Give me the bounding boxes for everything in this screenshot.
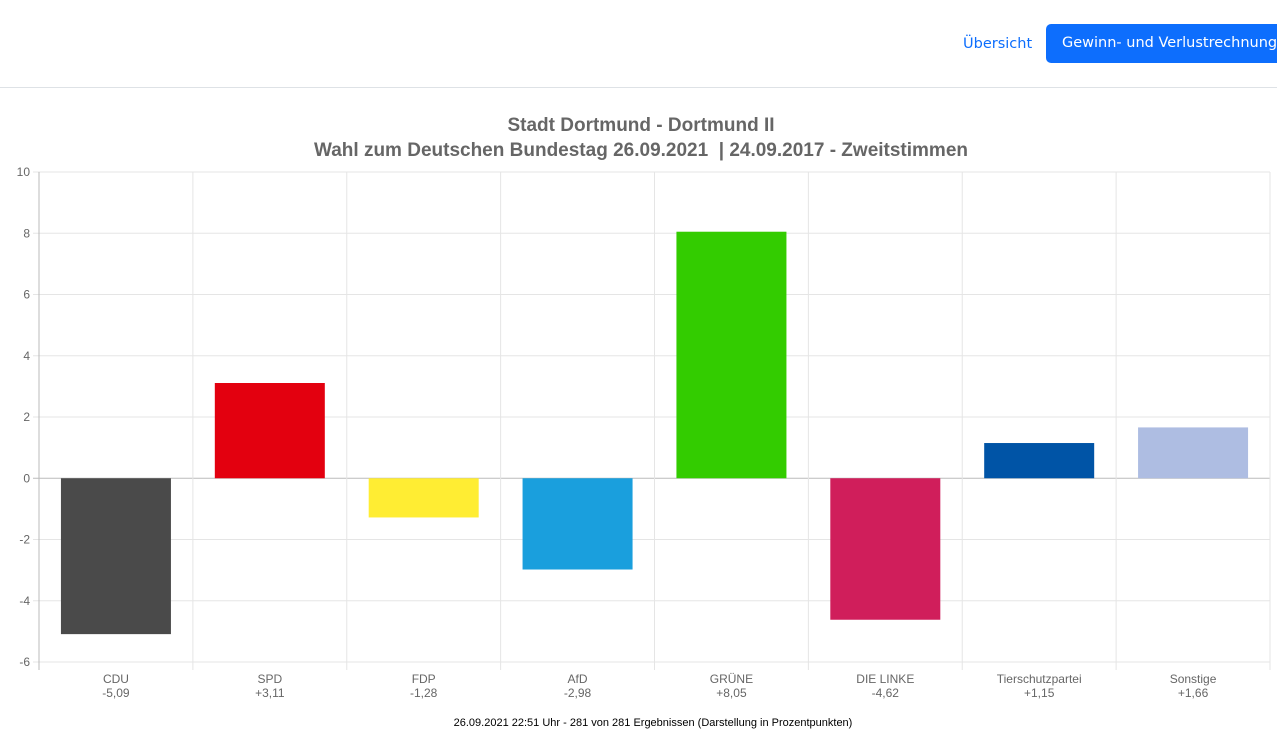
x-tick-label: Tierschutzpartei: [997, 672, 1082, 686]
value-label: -4,62: [872, 686, 900, 700]
y-tick-label: 4: [23, 349, 30, 363]
bar-fdp[interactable]: [368, 478, 479, 518]
bar-afd[interactable]: [522, 478, 633, 570]
chart-subtitle: Wahl zum Deutschen Bundestag 26.09.2021 …: [314, 140, 968, 161]
y-tick-label: 2: [23, 410, 30, 424]
x-tick-label: GRÜNE: [710, 672, 753, 686]
value-label: +1,15: [1024, 686, 1055, 700]
value-label: -5,09: [102, 686, 130, 700]
x-tick-label: CDU: [103, 672, 129, 686]
value-label: -2,98: [564, 686, 592, 700]
y-tick-label: -4: [19, 594, 30, 608]
y-tick-label: 10: [17, 165, 31, 179]
y-tick-label: 0: [23, 471, 30, 485]
x-tick-label: SPD: [257, 672, 282, 686]
y-tick-label: -6: [19, 655, 30, 669]
bar-spd[interactable]: [214, 383, 325, 479]
bar-chart: Stadt Dortmund - Dortmund II Wahl zum De…: [17, 115, 1271, 729]
bar-cdu[interactable]: [60, 478, 171, 635]
x-tick-label: FDP: [412, 672, 436, 686]
value-label: -1,28: [410, 686, 438, 700]
chart-title: Stadt Dortmund - Dortmund II: [507, 115, 774, 136]
x-tick-label: AfD: [568, 672, 588, 686]
profit-loss-button[interactable]: Gewinn- und Verlustrechnung: [1046, 24, 1277, 63]
value-label: +3,11: [255, 686, 285, 700]
y-tick-label: -2: [19, 533, 30, 547]
bar-tierschutzpartei[interactable]: [984, 443, 1095, 479]
x-tick-label: DIE LINKE: [856, 672, 914, 686]
overview-link[interactable]: Übersicht: [963, 36, 1033, 52]
y-tick-label: 6: [23, 288, 30, 302]
value-label: +1,66: [1178, 686, 1209, 700]
bar-sonstige[interactable]: [1138, 427, 1249, 479]
top-navigation: Übersicht Gewinn- und Verlustrechnung: [0, 0, 1277, 88]
bar-grüne[interactable]: [676, 231, 787, 479]
value-label: +8,05: [716, 686, 747, 700]
y-tick-label: 8: [23, 226, 30, 240]
x-tick-label: Sonstige: [1170, 672, 1217, 686]
bar-die-linke[interactable]: [830, 478, 941, 620]
chart-footnote: 26.09.2021 22:51 Uhr - 281 von 281 Ergeb…: [454, 717, 853, 729]
